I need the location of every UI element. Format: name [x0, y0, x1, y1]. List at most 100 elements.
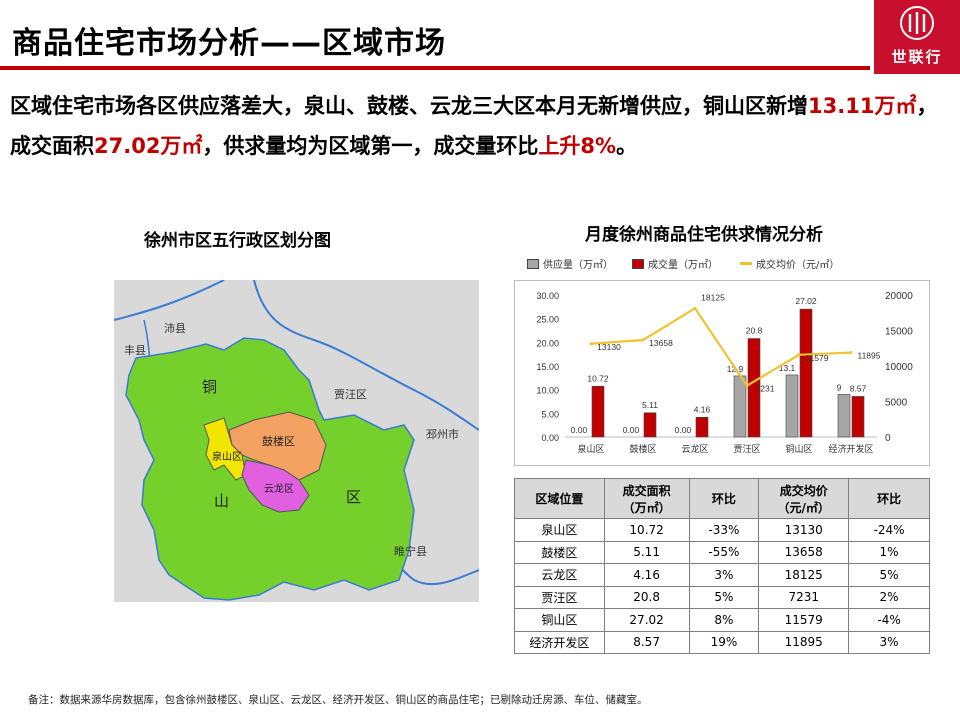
- y-right-tick-label: 5000: [885, 398, 908, 409]
- map-label-gulou: 鼓楼区: [262, 434, 295, 448]
- table-cell: -55%: [688, 540, 760, 564]
- price-data-label: 13658: [649, 338, 673, 348]
- y-left-tick-label: 20.00: [536, 338, 559, 348]
- legend-price: 成交均价（元/㎡）: [740, 256, 839, 271]
- x-tick-label: 铜山区: [785, 443, 812, 454]
- x-tick-label: 鼓楼区: [629, 443, 656, 454]
- map-label-tong: 铜: [202, 379, 217, 396]
- map-label-shan: 山: [214, 493, 229, 510]
- supply-data-label: 0.00: [571, 425, 588, 435]
- legend-swatch-deal: [632, 258, 644, 269]
- brand-logo: 世联行: [874, 0, 960, 74]
- table-cell: 5%: [688, 585, 760, 609]
- table-header: 成交均价 （元/㎡）: [758, 478, 850, 519]
- table-header: 区域位置: [514, 478, 605, 519]
- y-right-tick-label: 10000: [885, 362, 913, 373]
- quanshan-region: [203, 417, 247, 481]
- table-cell: 铜山区: [514, 608, 605, 632]
- river-line: [253, 280, 479, 431]
- price-data-label: 18125: [701, 292, 725, 302]
- table-cell: 云龙区: [514, 563, 605, 587]
- lead-text-4: 。: [616, 134, 638, 158]
- map-label-suining: 睢宁县: [394, 544, 427, 558]
- supply-demand-chart: 30.00 25.00 20.00 15.00 10.00 5.00 0.00 20000 15…: [514, 280, 930, 466]
- table-cell: 13130: [758, 518, 850, 542]
- logo-mark-icon: [900, 6, 934, 40]
- table-row: 贾汪区 20.8 5% 7231 2%: [514, 585, 930, 609]
- y-right-tick-label: 0: [885, 433, 891, 444]
- table-cell: 5.11: [603, 540, 690, 564]
- deal-data-label: 5.11: [642, 400, 658, 410]
- map-label-quanshan: 泉山区: [212, 450, 242, 463]
- title-underline: [0, 66, 870, 70]
- supply-data-label: 13.1: [779, 363, 796, 373]
- supply-bar: [837, 394, 851, 438]
- table-cell: 3%: [688, 563, 760, 587]
- legend-label-supply: 供应量（万㎡）: [543, 260, 613, 271]
- district-data-table: 区域位置 成交面积 （万㎡） 环比 成交均价 （元/㎡） 环比 泉山区 10.7…: [514, 478, 930, 654]
- y-left-tick-label: 25.00: [536, 315, 559, 325]
- table-cell: 11579: [758, 608, 850, 632]
- supply-data-label: 0.00: [623, 425, 640, 435]
- table-header: 环比: [848, 478, 930, 519]
- table-cell: 18125: [758, 563, 850, 587]
- price-point: [849, 351, 853, 355]
- legend-swatch-supply: [527, 258, 539, 269]
- price-point: [641, 338, 645, 342]
- footer-note: 备注：数据来源华房数据库，包含徐州鼓楼区、泉山区、云龙区、经济开发区、铜山区的商…: [28, 694, 648, 706]
- x-tick-label: 贾汪区: [733, 444, 760, 454]
- y-right-tick-label: 15000: [885, 327, 913, 338]
- lead-text-2: ，成交面积: [10, 94, 938, 158]
- price-data-label: 13130: [597, 342, 621, 352]
- table-row: 鼓楼区 5.11 -55% 13658 1%: [514, 540, 930, 564]
- lead-highlight-supply: 13.11万㎡: [808, 94, 917, 118]
- table-row: 经济开发区 8.57 19% 11895 3%: [514, 630, 930, 654]
- x-tick-label: 泉山区: [577, 443, 604, 454]
- map-label-qu: 区: [346, 489, 361, 506]
- y-left-tick-label: 0.00: [541, 433, 559, 443]
- yunlong-region: [241, 459, 310, 513]
- deal-bar: [643, 412, 657, 438]
- supply-data-label: 9: [837, 382, 842, 392]
- table-cell: 19%: [688, 630, 760, 654]
- table-cell: -4%: [848, 608, 930, 632]
- map-label-pei: 沛县: [164, 321, 186, 335]
- lead-highlight-deal: 27.02万㎡: [94, 134, 203, 158]
- legend-supply: 供应量（万㎡）: [527, 256, 613, 271]
- map-label-jiawang: 贾汪区: [334, 388, 367, 401]
- map-label-pizhou: 邳州市: [426, 427, 459, 441]
- deal-bar: [747, 338, 761, 438]
- y-left-tick-label: 30.00: [536, 291, 559, 301]
- legend-label-deal: 成交量（万㎡）: [648, 260, 718, 271]
- page-title: 商品住宅市场分析——区域市场: [12, 26, 446, 61]
- lead-text-1: 区域住宅市场各区供应落差大，泉山、鼓楼、云龙三大区本月无新增供应，铜山区新增: [10, 94, 808, 118]
- price-data-label: 11579: [805, 353, 828, 363]
- supply-data-label: 0.00: [675, 425, 692, 435]
- table-cell: 鼓楼区: [514, 540, 605, 564]
- chart-svg: 30.00 25.00 20.00 15.00 10.00 5.00 0.00 20000 15…: [536, 291, 913, 454]
- lead-text-3: ，供求量均为区域第一，成交量环比: [202, 134, 539, 158]
- legend-deal: 成交量（万㎡）: [632, 256, 718, 271]
- table-cell: -33%: [688, 518, 760, 542]
- price-point: [693, 306, 697, 310]
- price-line: [590, 306, 852, 388]
- deal-data-label: 4.16: [694, 404, 711, 414]
- table-cell: 8%: [688, 608, 760, 632]
- table-cell: 5%: [848, 563, 930, 587]
- table-cell: 10.72: [603, 518, 690, 542]
- lead-paragraph: 区域住宅市场各区供应落差大，泉山、鼓楼、云龙三大区本月无新增供应，铜山区新增13…: [10, 86, 950, 166]
- y-right-tick-label: 20000: [885, 291, 913, 302]
- deal-data-label: 27.02: [795, 296, 817, 306]
- table-cell: 泉山区: [514, 518, 605, 542]
- table-cell: 2%: [848, 585, 930, 609]
- price-data-label: 11895: [857, 351, 880, 361]
- map-label-feng: 丰县: [124, 344, 146, 357]
- price-point: [745, 384, 749, 388]
- table-cell: 经济开发区: [514, 630, 605, 654]
- table-row: 铜山区 27.02 8% 11579 -4%: [514, 608, 930, 632]
- deal-bar: [851, 396, 865, 438]
- chart-title: 月度徐州商品住宅供求情况分析: [585, 225, 823, 245]
- x-tick-label: 经济开发区: [828, 443, 873, 454]
- x-tick-label: 云龙区: [681, 443, 708, 454]
- table-cell: 20.8: [603, 585, 690, 609]
